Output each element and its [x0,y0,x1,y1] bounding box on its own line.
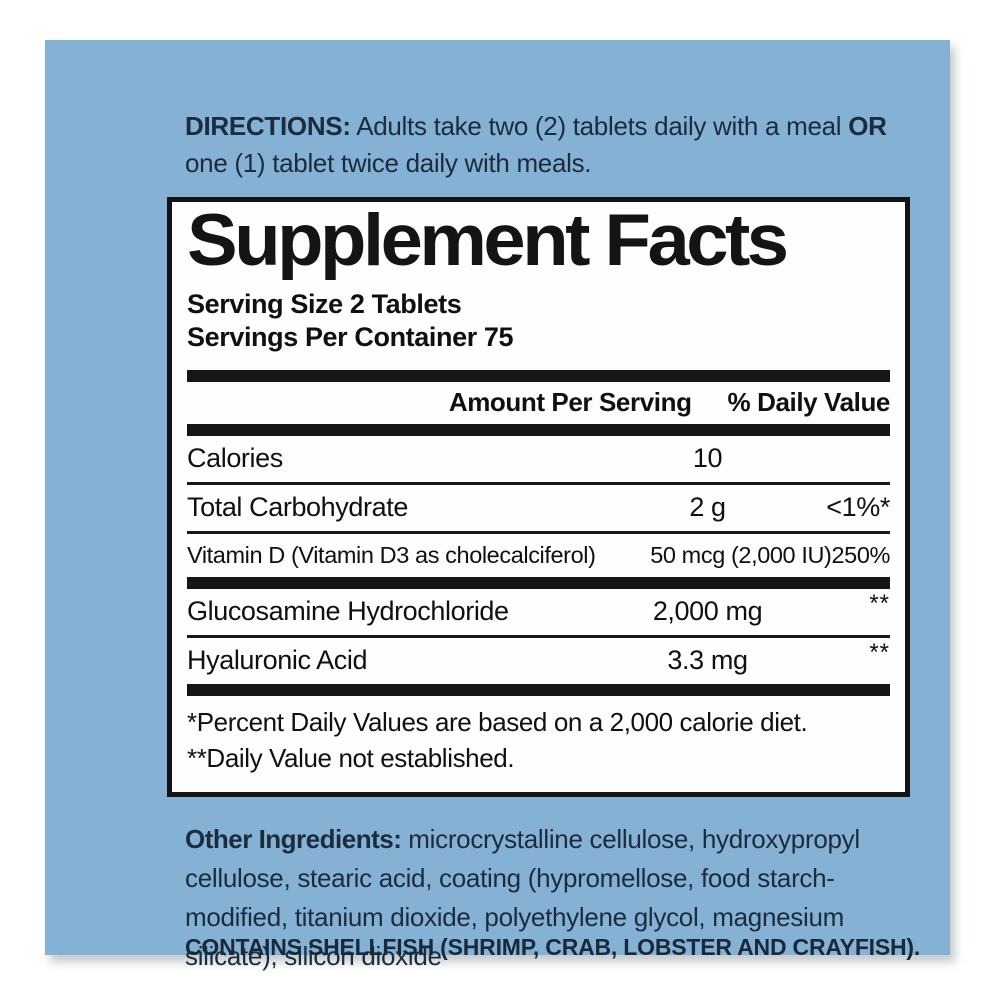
supplement-facts-panel: Supplement Facts Serving Size 2 Tablets … [167,197,910,797]
divider-thick [187,577,890,589]
footnote-percent-daily-values: *Percent Daily Values are based on a 2,0… [187,707,808,737]
row-daily-value: ** [869,639,890,666]
table-row-glucosamine: Glucosamine Hydrochloride 2,000 mg ** [187,589,890,635]
divider-thick [187,370,890,382]
row-amount: 3.3 mg [667,645,748,675]
other-ingredients-text: Other Ingredients: microcrystalline cell… [185,820,917,976]
row-amount: 2,000 mg [652,596,763,626]
table-row-calories: Calories 10 [187,436,890,482]
row-name: Calories [187,443,283,473]
footnote-daily-value-not-established: **Daily Value not established. [187,743,515,773]
allergen-statement: CONTAINS SHELLFISH (SHRIMP, CRAB, LOBSTE… [185,934,921,960]
directions-label: DIRECTIONS: [185,111,351,141]
divider-thin [187,482,890,485]
other-ingredients-list: microcrystalline cellulose, hydroxypropy… [185,824,860,971]
directions-part1: Adults take two (2) tablets daily with a… [350,111,849,141]
column-header-amount: Amount Per Serving [448,387,692,417]
row-name: Glucosamine Hydrochloride [187,596,509,626]
divider-thick [187,684,890,696]
supplement-facts-title: Supplement Facts [187,199,789,282]
row-daily-value: ** [869,590,890,617]
table-row-total-carbohydrate: Total Carbohydrate 2 g <1%* [187,485,890,531]
column-header-daily-value: % Daily Value [727,387,891,417]
row-amount: 2 g [689,492,726,522]
divider-thick [187,424,890,436]
table-row-hyaluronic-acid: Hyaluronic Acid 3.3 mg ** [187,638,890,684]
row-amount: 10 [692,443,723,473]
directions-text: DIRECTIONS: Adults take two (2) tablets … [185,108,909,182]
table-row-vitamin-d: Vitamin D (Vitamin D3 as cholecalciferol… [187,534,890,577]
table-header-row: Amount Per Serving % Daily Value [187,382,891,424]
servings-per-container: Servings Per Container 75 [187,322,514,352]
divider-thin [187,531,890,534]
row-daily-value: <1%* [826,492,890,522]
directions-part2: one (1) tablet twice daily with meals. [185,148,592,178]
other-ingredients-label: Other Ingredients: [185,824,402,854]
row-name: Vitamin D (Vitamin D3 as cholecalciferol… [187,542,596,568]
row-name: Total Carbohydrate [187,492,408,522]
divider-thin [187,635,890,638]
footnotes: *Percent Daily Values are based on a 2,0… [187,704,890,776]
serving-size: Serving Size 2 Tablets [187,289,462,319]
label-background-panel: DIRECTIONS: Adults take two (2) tablets … [45,40,950,971]
row-amount: 50 mcg (2,000 IU) [650,542,832,568]
row-daily-value: 250% [831,542,890,568]
row-name: Hyaluronic Acid [187,645,368,675]
directions-or-label: OR [848,111,887,141]
